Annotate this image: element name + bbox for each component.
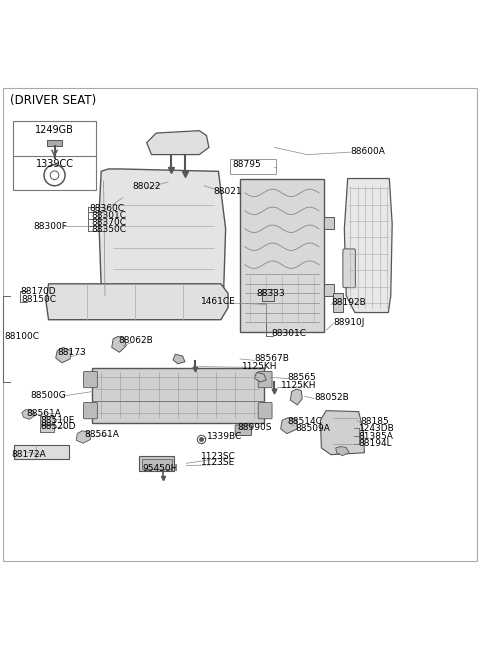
Text: 88795: 88795 bbox=[232, 160, 261, 169]
Text: 1123SE: 1123SE bbox=[201, 458, 235, 467]
Text: 88370C: 88370C bbox=[92, 218, 127, 227]
FancyBboxPatch shape bbox=[230, 160, 276, 174]
Polygon shape bbox=[147, 130, 209, 154]
Text: 88500G: 88500G bbox=[30, 391, 66, 400]
FancyBboxPatch shape bbox=[324, 284, 334, 296]
Polygon shape bbox=[254, 373, 266, 382]
FancyBboxPatch shape bbox=[235, 425, 252, 435]
Polygon shape bbox=[76, 431, 91, 443]
Text: 1249GB: 1249GB bbox=[35, 125, 74, 135]
Text: 88173: 88173 bbox=[57, 348, 86, 357]
FancyBboxPatch shape bbox=[262, 289, 274, 300]
Polygon shape bbox=[336, 447, 349, 456]
FancyBboxPatch shape bbox=[258, 371, 272, 387]
FancyBboxPatch shape bbox=[324, 217, 334, 229]
Text: 1125KH: 1125KH bbox=[281, 381, 316, 390]
Text: 88100C: 88100C bbox=[4, 332, 39, 341]
Text: 88062B: 88062B bbox=[118, 336, 153, 345]
Text: 88185: 88185 bbox=[360, 417, 389, 426]
Polygon shape bbox=[321, 411, 364, 455]
FancyBboxPatch shape bbox=[333, 293, 343, 312]
Polygon shape bbox=[46, 284, 228, 320]
Text: 1339BC: 1339BC bbox=[206, 432, 242, 441]
FancyBboxPatch shape bbox=[258, 402, 272, 419]
Polygon shape bbox=[99, 169, 226, 313]
Text: 88150C: 88150C bbox=[22, 295, 57, 304]
Text: 88360C: 88360C bbox=[89, 204, 124, 213]
Polygon shape bbox=[112, 336, 126, 352]
Text: 88301C: 88301C bbox=[92, 211, 127, 220]
Polygon shape bbox=[173, 354, 185, 363]
FancyBboxPatch shape bbox=[142, 458, 171, 469]
Text: 88170D: 88170D bbox=[21, 288, 57, 297]
Text: 88194L: 88194L bbox=[359, 439, 392, 448]
Text: 88172A: 88172A bbox=[11, 450, 46, 459]
Text: 88300F: 88300F bbox=[33, 222, 67, 231]
Polygon shape bbox=[56, 347, 72, 363]
Polygon shape bbox=[344, 178, 392, 313]
FancyBboxPatch shape bbox=[40, 417, 54, 424]
FancyBboxPatch shape bbox=[343, 249, 355, 288]
Text: 88561A: 88561A bbox=[26, 408, 61, 417]
Polygon shape bbox=[281, 418, 298, 434]
FancyBboxPatch shape bbox=[14, 445, 69, 459]
FancyBboxPatch shape bbox=[12, 121, 96, 191]
Text: 88514C: 88514C bbox=[288, 417, 323, 426]
Text: (DRIVER SEAT): (DRIVER SEAT) bbox=[10, 94, 96, 107]
Polygon shape bbox=[290, 389, 302, 405]
Text: 88333: 88333 bbox=[257, 289, 286, 298]
Text: 88990S: 88990S bbox=[238, 423, 272, 432]
Text: 88350C: 88350C bbox=[92, 225, 127, 234]
FancyBboxPatch shape bbox=[84, 402, 97, 419]
Text: 1123SC: 1123SC bbox=[201, 452, 236, 461]
Text: 88022: 88022 bbox=[132, 182, 161, 191]
Text: 88565: 88565 bbox=[288, 373, 317, 382]
Text: 1461CE: 1461CE bbox=[201, 297, 236, 306]
FancyBboxPatch shape bbox=[140, 456, 174, 471]
FancyBboxPatch shape bbox=[48, 140, 62, 146]
Text: 88510E: 88510E bbox=[40, 416, 74, 424]
Text: 88567B: 88567B bbox=[254, 354, 289, 363]
FancyBboxPatch shape bbox=[84, 371, 97, 387]
Polygon shape bbox=[22, 410, 35, 419]
Text: 88021: 88021 bbox=[214, 187, 242, 196]
Text: 88600A: 88600A bbox=[350, 147, 385, 156]
Text: 88509A: 88509A bbox=[295, 424, 330, 434]
Text: 88192B: 88192B bbox=[331, 299, 366, 308]
Text: 88052B: 88052B bbox=[314, 393, 349, 402]
Text: 1243DB: 1243DB bbox=[359, 424, 395, 434]
FancyBboxPatch shape bbox=[240, 178, 324, 332]
Text: 88561A: 88561A bbox=[84, 430, 120, 439]
Text: 95450H: 95450H bbox=[142, 463, 177, 472]
FancyBboxPatch shape bbox=[92, 367, 264, 422]
Text: 88910J: 88910J bbox=[333, 317, 365, 326]
FancyBboxPatch shape bbox=[40, 425, 54, 432]
Text: 88520D: 88520D bbox=[40, 422, 75, 432]
Text: 88301C: 88301C bbox=[271, 328, 306, 337]
Text: 81385A: 81385A bbox=[359, 432, 394, 441]
Text: 1125KH: 1125KH bbox=[242, 362, 278, 371]
Text: 1339CC: 1339CC bbox=[36, 158, 73, 169]
